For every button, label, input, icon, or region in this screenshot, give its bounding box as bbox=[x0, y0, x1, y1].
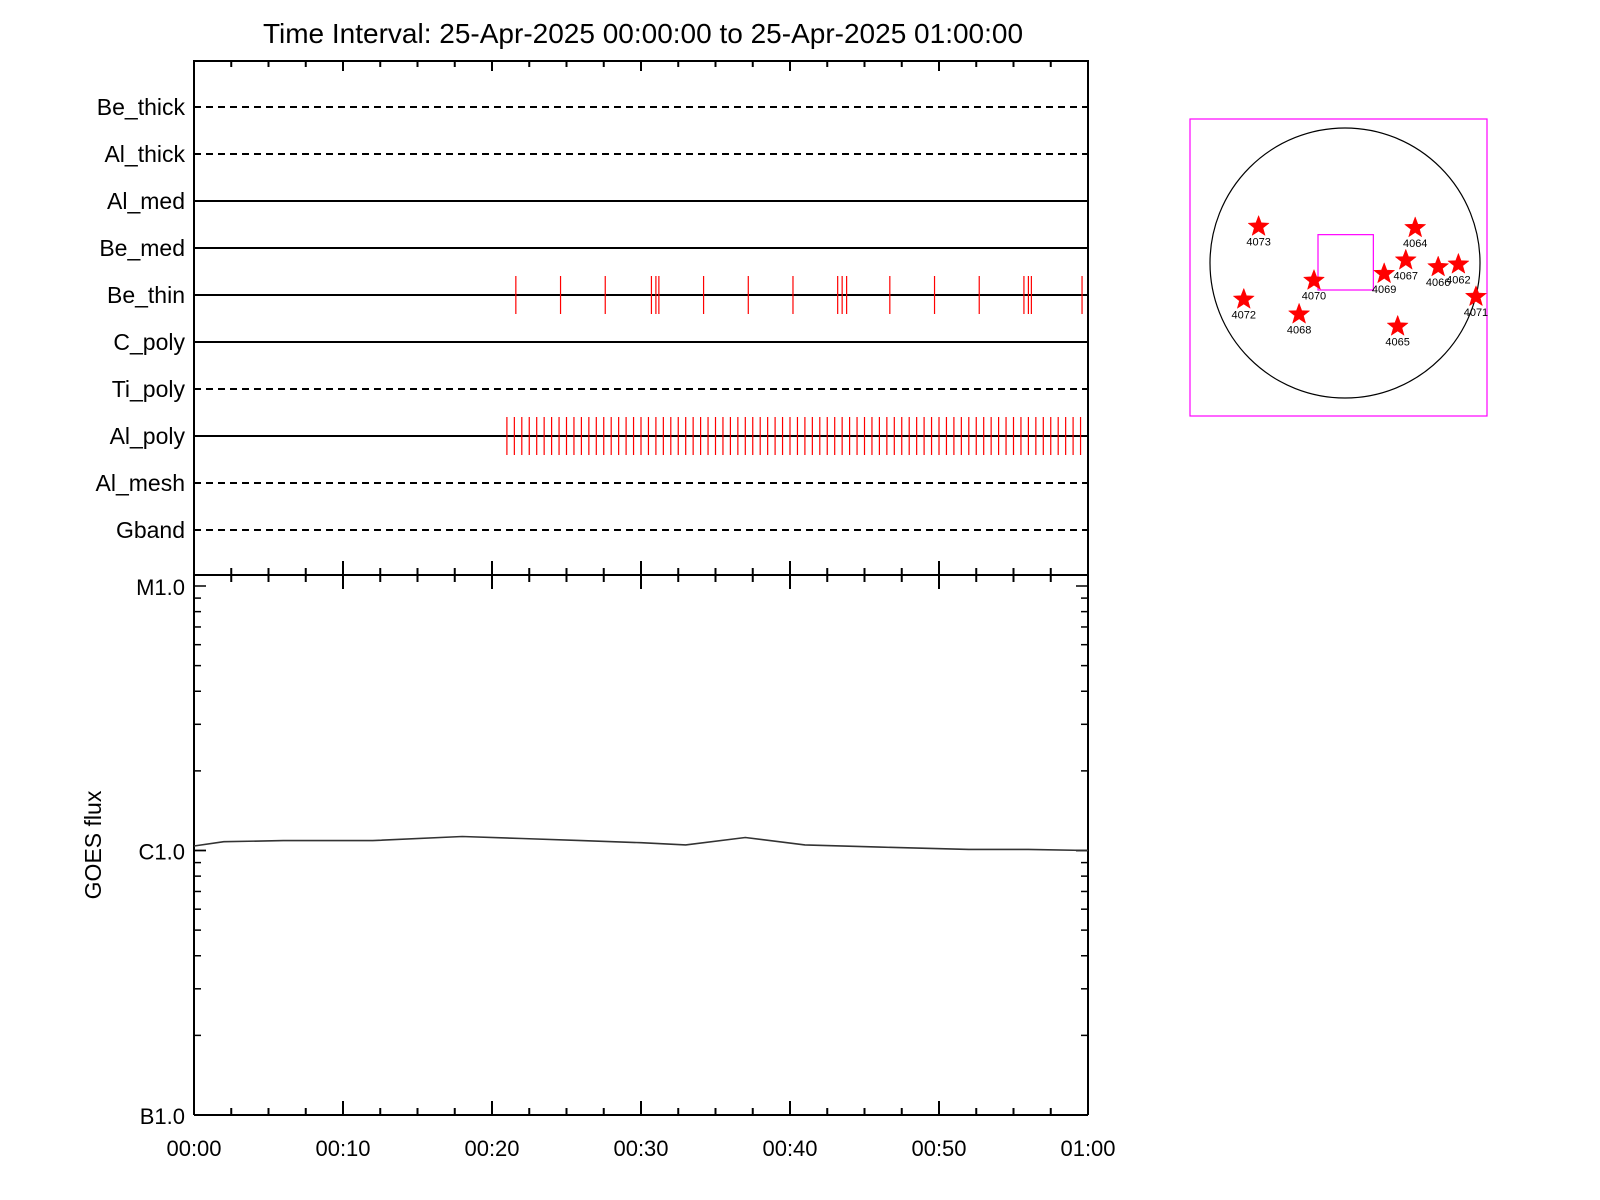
x-tick-label: 01:00 bbox=[1060, 1136, 1115, 1161]
region-star bbox=[1287, 302, 1311, 324]
region-label: 4073 bbox=[1246, 237, 1270, 249]
y-tick-label: C1.0 bbox=[139, 840, 185, 865]
region-label: 4064 bbox=[1403, 238, 1427, 250]
channel-label: Ti_poly bbox=[112, 376, 186, 402]
region-star bbox=[1232, 287, 1255, 309]
fov-box bbox=[1317, 234, 1374, 291]
region-star bbox=[1247, 214, 1270, 236]
region-label: 4068 bbox=[1287, 324, 1311, 336]
region-star bbox=[1404, 216, 1427, 238]
region-star bbox=[1447, 252, 1470, 274]
goes-flux-panel: 00:00 00:10 00:20 00:30 00:40 00:50 01:00 M1.0 C… bbox=[80, 561, 1116, 1161]
region-star bbox=[1302, 268, 1326, 290]
region-star bbox=[1386, 314, 1409, 336]
region-label: 4066 bbox=[1426, 277, 1450, 289]
x-tick-label: 00:40 bbox=[762, 1136, 817, 1161]
region-label: 4070 bbox=[1302, 291, 1326, 303]
region-star bbox=[1394, 248, 1417, 270]
region-star bbox=[1464, 285, 1488, 307]
region-star bbox=[1427, 255, 1450, 277]
region-label: 4067 bbox=[1394, 270, 1418, 282]
solar-limb bbox=[1209, 127, 1481, 399]
channel-label: Be_thin bbox=[107, 282, 185, 308]
chart-title: Time Interval: 25-Apr-2025 00:00:00 to 2… bbox=[263, 18, 1023, 49]
channel-label: Al_mesh bbox=[96, 470, 185, 496]
x-tick-label: 00:20 bbox=[464, 1136, 519, 1161]
y-tick-label: B1.0 bbox=[140, 1104, 185, 1129]
region-label: 4071 bbox=[1464, 307, 1488, 319]
region-label: 4069 bbox=[1372, 284, 1396, 296]
channel-label: Al_med bbox=[107, 188, 185, 214]
channel-timeline-panel: Be_thick Al_thick Al_med Be_med Be_thin C_pol… bbox=[96, 60, 1089, 576]
channel-label: Be_med bbox=[99, 235, 185, 261]
channel-label: Al_thick bbox=[104, 141, 185, 167]
channel-label: C_poly bbox=[113, 329, 185, 355]
region-label: 4072 bbox=[1232, 309, 1256, 321]
map-frame bbox=[1189, 118, 1488, 417]
x-tick-label: 00:10 bbox=[315, 1136, 370, 1161]
x-tick-label: 00:00 bbox=[166, 1136, 221, 1161]
channel-label: Al_poly bbox=[110, 423, 186, 449]
region-star bbox=[1373, 262, 1396, 284]
goes-flux-curve bbox=[193, 835, 1089, 852]
region-label: 4065 bbox=[1385, 336, 1409, 348]
region-label: 4062 bbox=[1446, 274, 1470, 286]
x-tick-label: 00:30 bbox=[613, 1136, 668, 1161]
y-axis-label: GOES flux bbox=[80, 790, 106, 899]
y-tick-label: M1.0 bbox=[136, 575, 185, 600]
x-tick-label: 00:50 bbox=[911, 1136, 966, 1161]
channel-label: Be_thick bbox=[97, 94, 186, 120]
timeline-frame bbox=[193, 60, 1089, 576]
channel-label: Gband bbox=[116, 517, 185, 543]
